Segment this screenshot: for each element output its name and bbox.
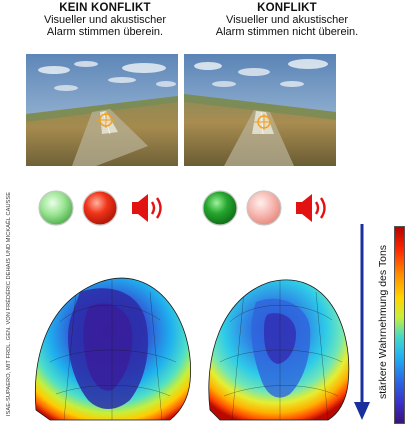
subtitle-no-conflict-line2: Alarm stimmen überein.	[46, 26, 164, 38]
brain-map-no-conflict	[35, 278, 191, 421]
perception-arrow	[354, 224, 370, 420]
alarm-indicators-conflict	[202, 190, 326, 226]
subtitle-conflict-line2: Alarm stimmen nicht überein.	[215, 26, 359, 38]
speaker-icon	[132, 194, 162, 222]
header-no-conflict: KEIN KONFLIKT Visueller und akustischer …	[10, 2, 200, 38]
title-conflict: KONFLIKT	[257, 2, 317, 14]
head-outline-no-conflict	[35, 277, 191, 421]
subtitle-no-conflict-line1: Visueller und akustischer	[43, 14, 167, 26]
color-scale-bar	[394, 226, 405, 424]
perception-label: stärkere Wahrnehmung des Tons	[376, 222, 390, 422]
light-red-circle-icon	[246, 190, 282, 226]
perception-label-text: stärkere Wahrnehmung des Tons	[377, 244, 389, 400]
subtitle-conflict-line1: Visueller und akustischer	[225, 14, 349, 26]
header-conflict: KONFLIKT Visueller und akustischer Alarm…	[192, 2, 382, 38]
brain-topography-maps	[35, 277, 350, 421]
cockpit-view-conflict	[184, 54, 336, 166]
head-outline-conflict	[208, 279, 350, 421]
red-circle-icon	[82, 190, 118, 226]
green-circle-icon	[202, 190, 238, 226]
speaker-icon	[296, 194, 326, 222]
cockpit-view-no-conflict	[26, 54, 178, 166]
image-credit-text: ISAE-SUPAERO, MIT FRDL. GEN. VON FRÉDÉRI…	[6, 191, 12, 417]
title-no-conflict: KEIN KONFLIKT	[59, 2, 151, 14]
light-green-circle-icon	[38, 190, 74, 226]
alarm-indicators-no-conflict	[38, 190, 162, 226]
image-credit: ISAE-SUPAERO, MIT FRDL. GEN. VON FRÉDÉRI…	[4, 186, 14, 422]
brain-map-conflict	[208, 279, 349, 421]
